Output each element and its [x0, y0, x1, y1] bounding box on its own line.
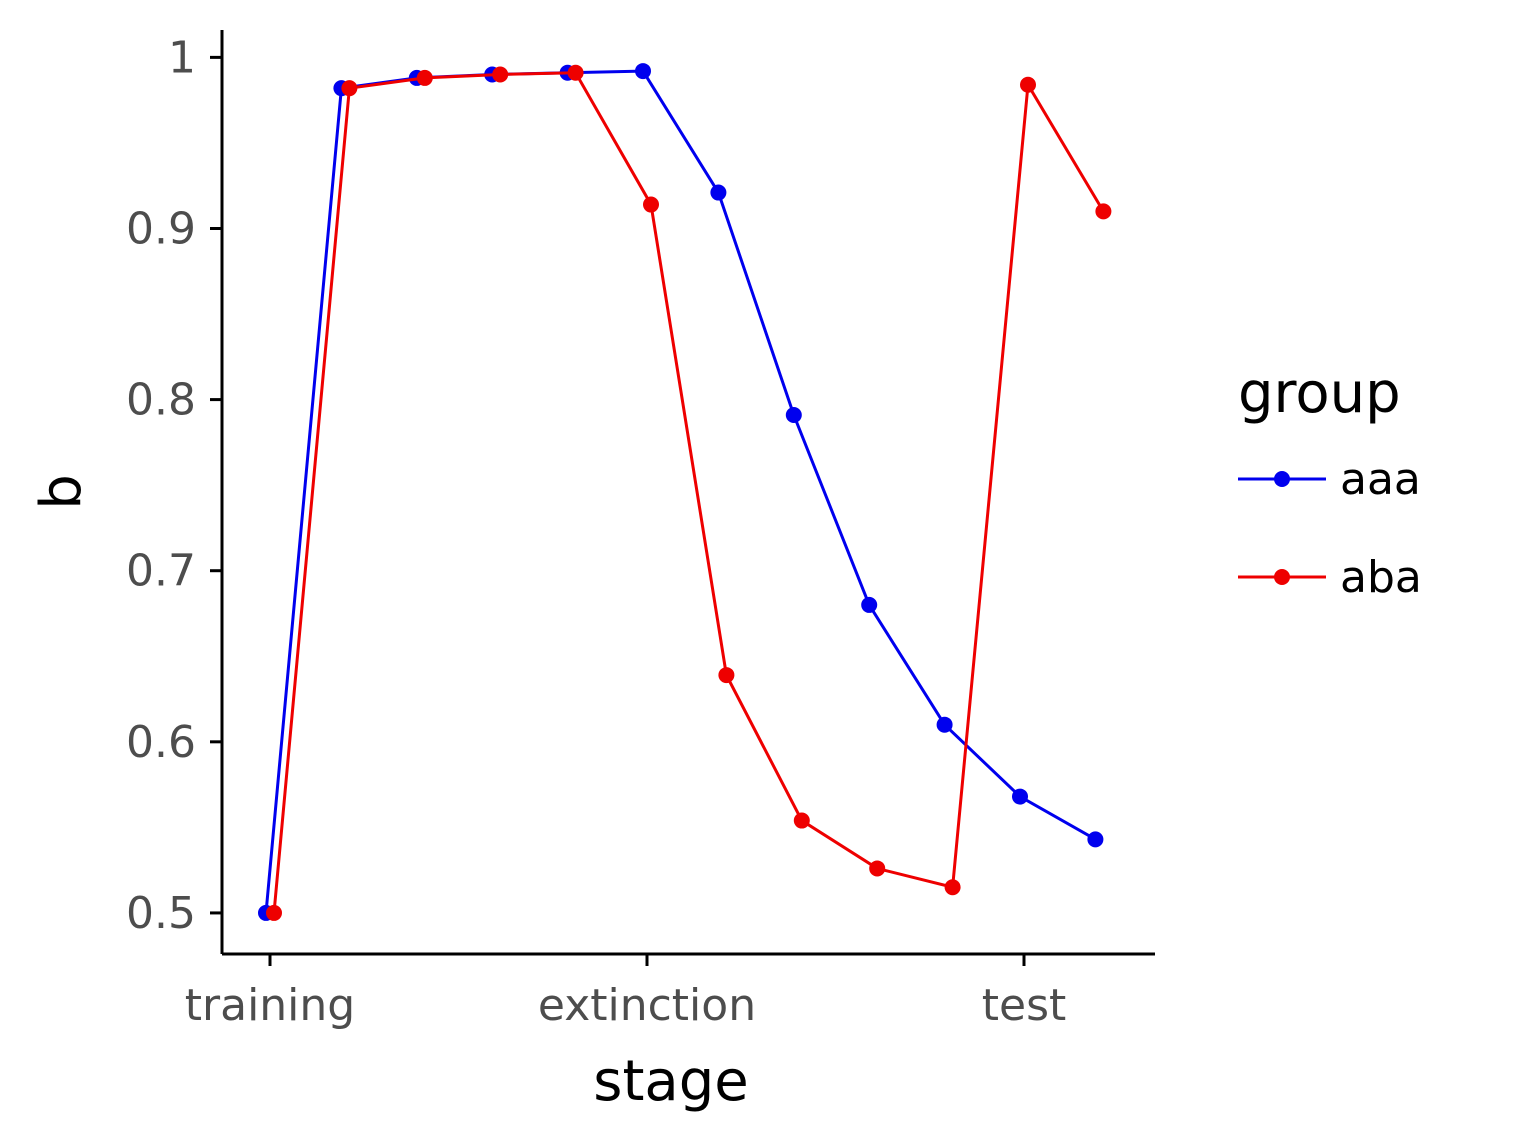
plot-area — [258, 63, 1112, 921]
data-point-aba — [718, 667, 735, 684]
series-aba — [266, 64, 1112, 921]
legend: group aaa aba — [1238, 361, 1422, 603]
data-point-aaa — [1087, 831, 1104, 848]
y-tick-label: 0.9 — [126, 203, 196, 254]
legend-label: aba — [1340, 552, 1422, 603]
y-tick-label: 1 — [168, 32, 196, 83]
data-point-aaa — [1012, 788, 1028, 805]
legend-entry-aba: aba — [1238, 552, 1422, 603]
data-point-aba — [1020, 76, 1036, 93]
data-point-aaa — [936, 716, 953, 733]
data-point-aaa — [785, 407, 802, 423]
y-axis-title: b — [29, 474, 94, 510]
data-point-aba — [944, 879, 961, 896]
y-tick-label: 0.7 — [126, 546, 196, 597]
data-point-aaa — [635, 63, 651, 80]
legend-entry-aaa: aaa — [1238, 454, 1421, 505]
x-tick-label: test — [982, 980, 1067, 1031]
series-line-aaa — [264, 69, 1097, 914]
data-point-aba — [341, 80, 358, 97]
y-axis-ticks: 0.5 0.6 0.7 0.8 0.9 1 — [126, 32, 222, 939]
y-tick-label: 0.6 — [126, 717, 196, 768]
x-tick-label: training — [185, 980, 355, 1031]
series-line-aba — [272, 71, 1105, 914]
data-point-aba — [416, 69, 433, 86]
data-point-aba — [643, 196, 659, 213]
x-axis-ticks: training extinction test — [185, 954, 1066, 1031]
data-point-aba — [1095, 203, 1112, 220]
data-point-aba — [492, 66, 509, 83]
legend-key-point — [1274, 569, 1290, 585]
y-tick-label: 0.8 — [126, 375, 196, 426]
series-aaa — [258, 63, 1104, 921]
x-tick-label: extinction — [538, 980, 756, 1031]
y-tick-label: 0.5 — [126, 888, 196, 939]
data-point-aba — [567, 64, 584, 81]
data-point-aaa — [710, 184, 727, 201]
legend-label: aaa — [1340, 454, 1421, 505]
data-point-aba — [869, 860, 886, 877]
legend-key-point — [1274, 471, 1290, 487]
data-point-aba — [266, 904, 282, 921]
data-point-aba — [793, 812, 810, 829]
data-point-aaa — [861, 596, 878, 613]
x-axis-title: stage — [593, 1049, 748, 1114]
legend-title: group — [1238, 361, 1401, 426]
